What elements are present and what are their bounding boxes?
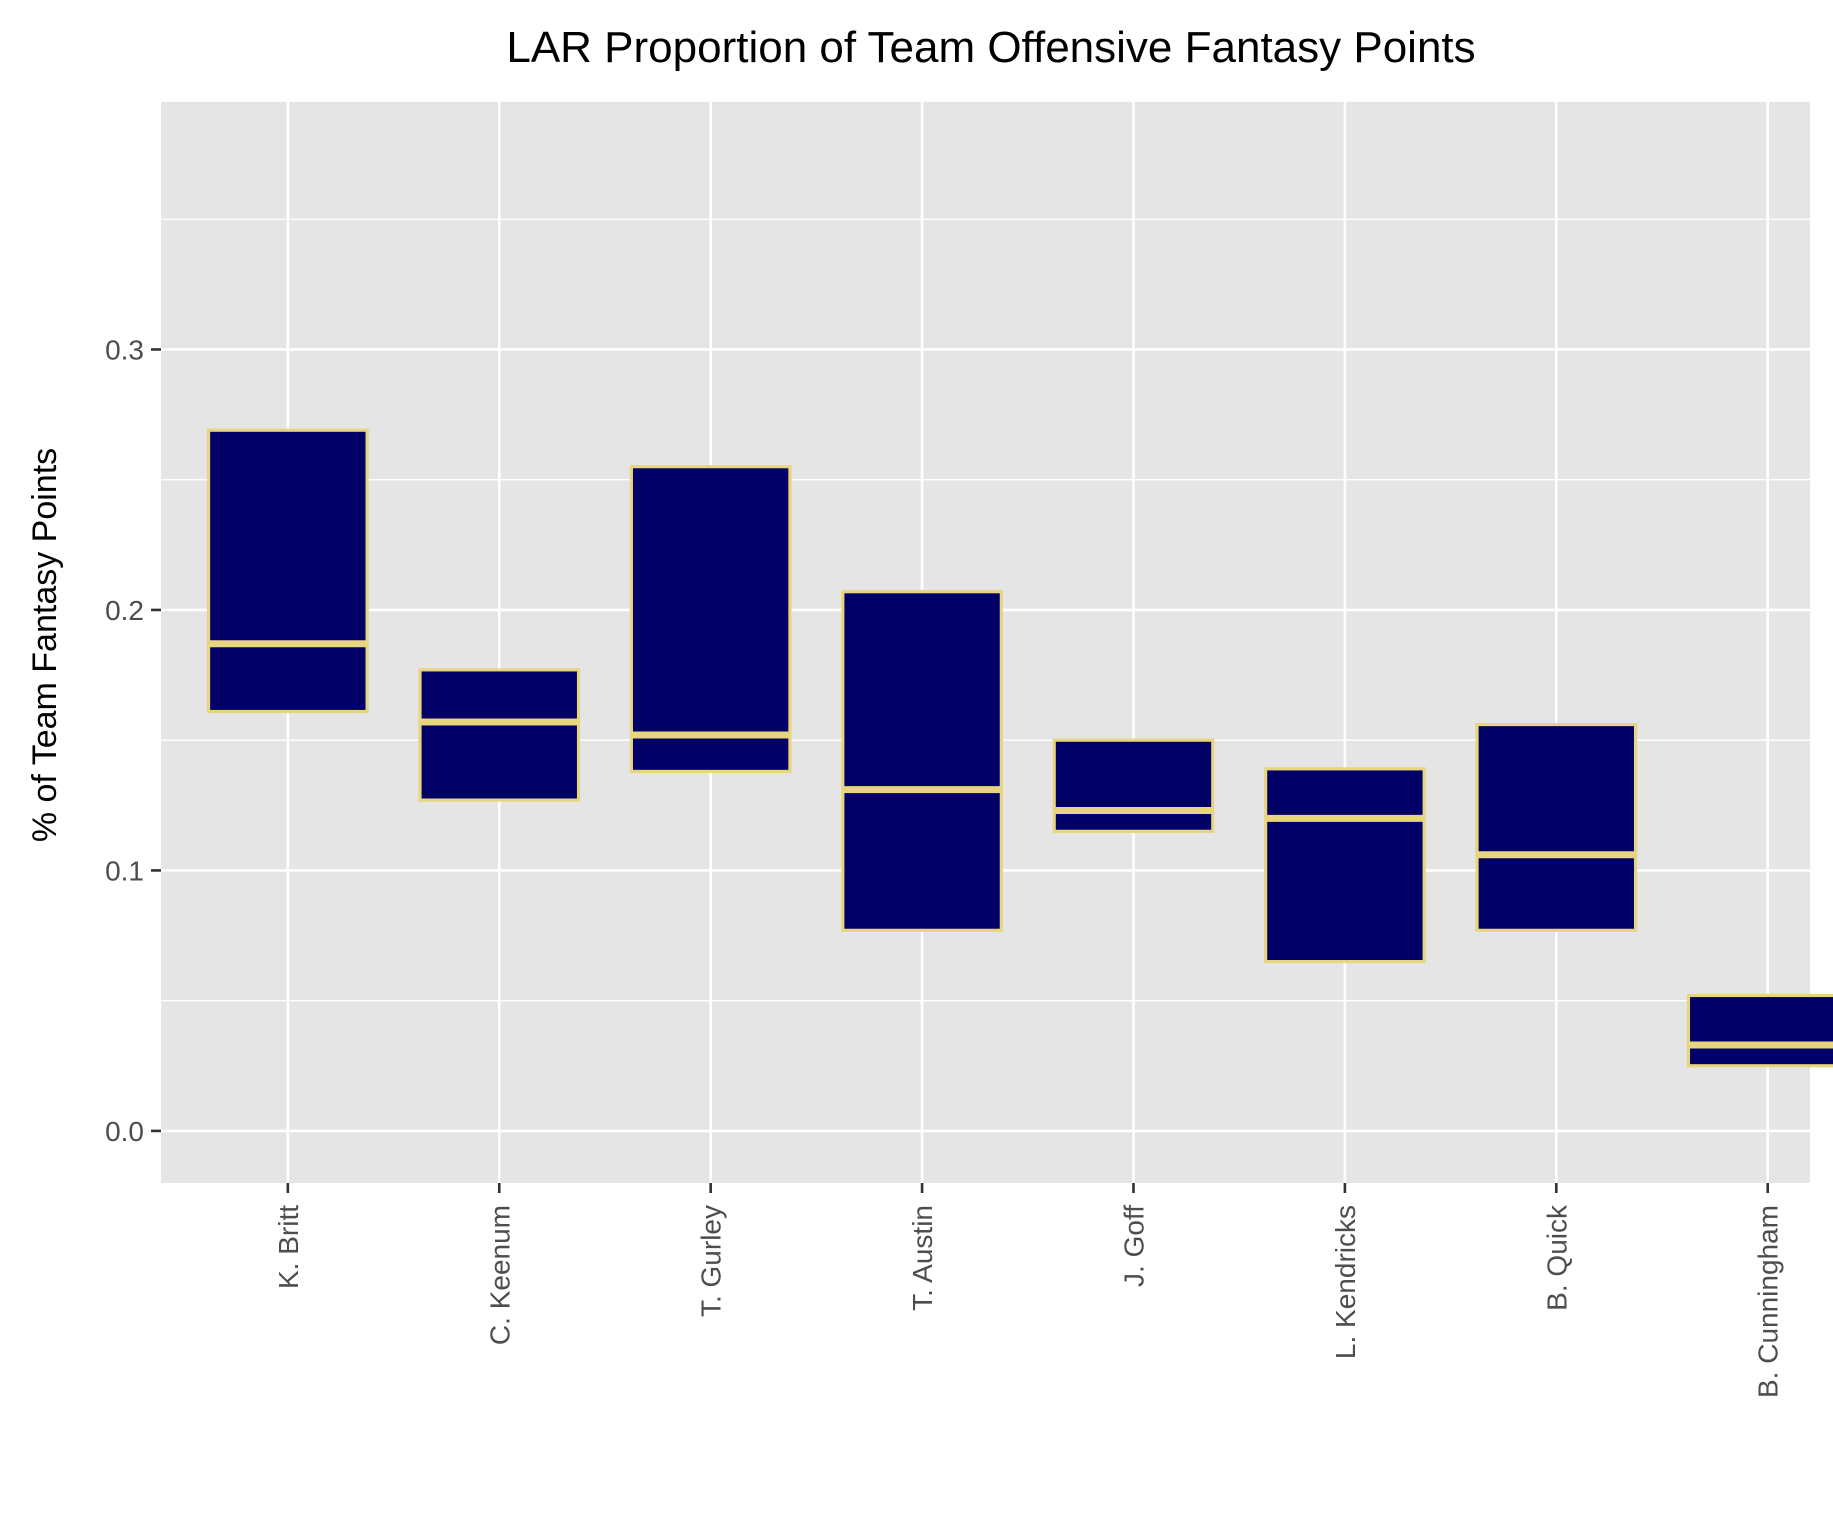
y-axis: 0.0 0.1 0.2 0.3: [105, 334, 161, 1147]
box-rect: [1264, 767, 1426, 964]
box-rect: [1686, 993, 1833, 1068]
box-rect: [418, 668, 581, 802]
x-tick-label: T. Austin: [907, 1205, 938, 1311]
y-tick-label: 0.0: [105, 1116, 144, 1147]
box-rect: [1475, 722, 1638, 932]
box-2: [418, 668, 581, 802]
x-tick-label: B. Quick: [1541, 1204, 1572, 1311]
x-tick-label: B. Cunningham: [1753, 1205, 1784, 1398]
chart-title: LAR Proportion of Team Offensive Fantasy…: [506, 23, 1475, 72]
x-tick-label: C. Keenum: [484, 1205, 515, 1345]
box-7: [1475, 722, 1638, 932]
boxes: [206, 428, 1833, 1068]
box-3: [629, 465, 792, 774]
x-tick-label: K. Britt: [273, 1205, 304, 1289]
box-rect: [1052, 738, 1215, 833]
y-tick-label: 0.3: [105, 334, 144, 365]
y-tick-label: 0.1: [105, 855, 144, 886]
y-tick-label: 0.2: [105, 595, 144, 626]
box-4: [841, 590, 1003, 932]
x-tick-label: L. Kendricks: [1330, 1205, 1361, 1359]
box-rect: [206, 428, 369, 714]
box-rect: [841, 590, 1003, 932]
x-tick-label: T. Gurley: [696, 1205, 727, 1317]
box-5: [1052, 738, 1215, 833]
box-1: [206, 428, 369, 714]
y-axis-title: % of Team Fantasy Points: [26, 448, 64, 842]
x-axis: K. Britt C. Keenum T. Gurley T. Austin J. Go…: [273, 1183, 1784, 1398]
box-8: [1686, 993, 1833, 1068]
box-6: [1264, 767, 1426, 964]
box-rect: [629, 465, 792, 774]
x-tick-label: J. Goff: [1118, 1205, 1149, 1287]
